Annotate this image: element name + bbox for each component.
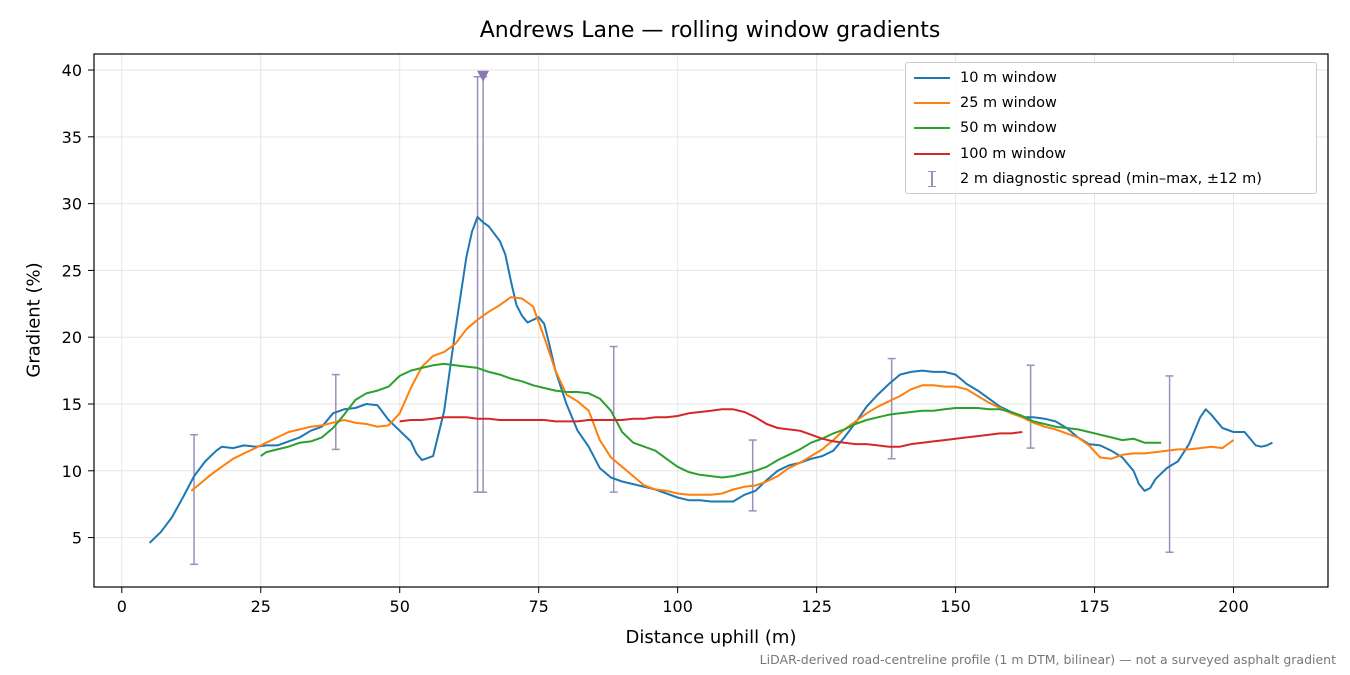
legend-errorbar-icon xyxy=(914,169,950,189)
y-axis-label: Gradient (%) xyxy=(23,262,45,378)
y-tick-label: 35 xyxy=(62,128,82,147)
y-tick-label: 30 xyxy=(62,195,82,214)
x-tick-label: 50 xyxy=(390,597,410,616)
legend-item-25m: 25 m window xyxy=(914,92,1057,114)
series-line-0 xyxy=(148,216,1273,544)
legend-label-50m: 50 m window xyxy=(960,120,1057,136)
x-tick-label: 200 xyxy=(1218,597,1249,616)
y-tick-label: 10 xyxy=(62,462,82,481)
legend-label-100m: 100 m window xyxy=(960,146,1067,162)
legend: 10 m window 25 m window 50 m window 100 … xyxy=(905,62,1317,194)
x-tick-label: 100 xyxy=(662,597,693,616)
y-tick-label: 20 xyxy=(62,328,82,347)
legend-item-50m: 50 m window xyxy=(914,117,1057,139)
y-tick-label: 40 xyxy=(62,61,82,80)
series-line-1 xyxy=(190,296,1235,496)
x-tick-label: 25 xyxy=(251,597,271,616)
legend-swatch-50m xyxy=(914,127,950,129)
y-tick-label: 5 xyxy=(72,529,82,548)
x-tick-label: 75 xyxy=(529,597,549,616)
series-line-2 xyxy=(260,362,1162,479)
legend-label-10m: 10 m window xyxy=(960,70,1057,86)
footnote: LiDAR-derived road-centreline profile (1… xyxy=(759,652,1336,667)
legend-swatch-25m xyxy=(914,102,950,104)
chart-title: Andrews Lane — rolling window gradients xyxy=(479,18,941,43)
legend-label-spread: 2 m diagnostic spread (min–max, ±12 m) xyxy=(960,171,1262,187)
legend-label-25m: 25 m window xyxy=(960,95,1057,111)
y-tick-label: 15 xyxy=(62,395,82,414)
legend-swatch-100m xyxy=(914,153,950,155)
legend-item-10m: 10 m window xyxy=(914,67,1057,89)
y-tick-label: 25 xyxy=(62,261,82,280)
x-tick-label: 125 xyxy=(801,597,832,616)
legend-item-100m: 100 m window xyxy=(914,143,1066,165)
x-axis-label: Distance uphill (m) xyxy=(625,627,797,648)
legend-item-spread: 2 m diagnostic spread (min–max, ±12 m) xyxy=(914,168,1262,190)
legend-swatch-10m xyxy=(914,77,950,79)
x-tick-label: 0 xyxy=(117,597,127,616)
x-tick-label: 150 xyxy=(940,597,971,616)
x-tick-label: 175 xyxy=(1079,597,1110,616)
plot-frame xyxy=(93,53,1329,588)
clipped-marker xyxy=(477,70,490,82)
series-line-3 xyxy=(399,408,1023,448)
